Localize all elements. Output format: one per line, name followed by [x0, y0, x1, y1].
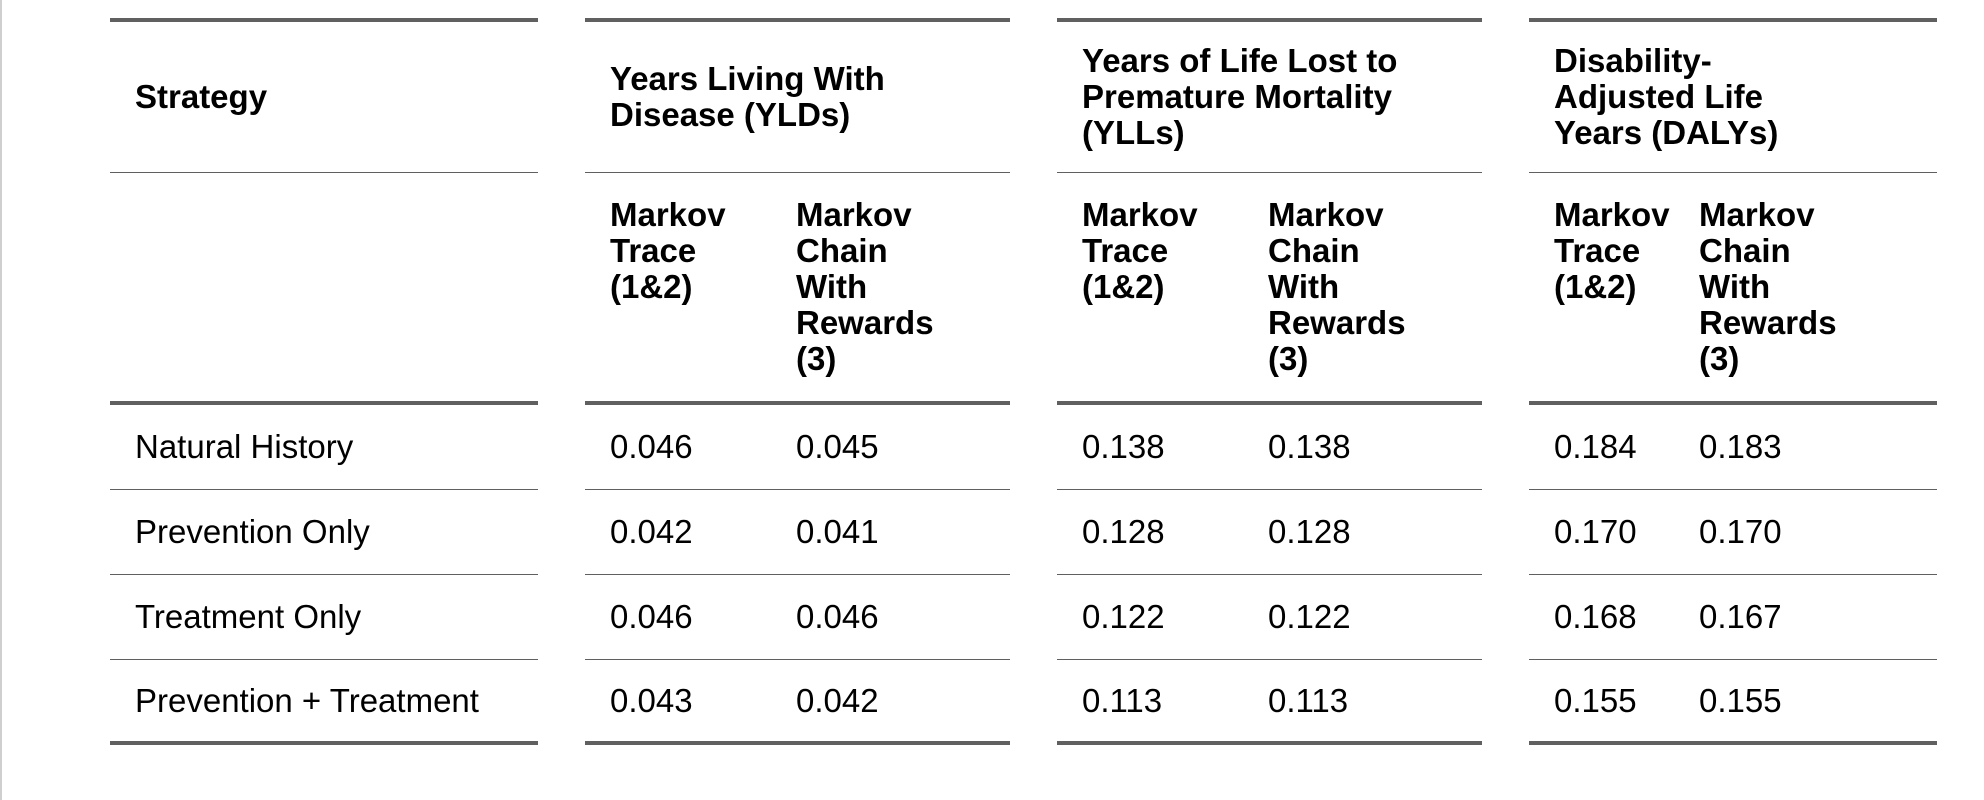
daly-chain-cell: 0.155	[1699, 681, 1782, 719]
subheader-markov-trace: Markov Trace (1&2)	[1082, 196, 1198, 305]
daly-trace-cell: 0.170	[1554, 513, 1637, 550]
table-row: Prevention + Treatment 0.043 0.042 0.113 0…	[110, 660, 1937, 745]
yld-chain-cell: 0.042	[796, 681, 879, 719]
subheader-markov-trace: Markov Trace (1&2)	[610, 196, 726, 305]
yld-trace-cell: 0.046	[610, 598, 693, 635]
daly-chain-cell: 0.167	[1699, 598, 1782, 635]
table-row: Natural History 0.046 0.045 0.138 0.138 0.…	[110, 405, 1937, 490]
yll-trace-cell: 0.122	[1082, 598, 1165, 635]
subheader-markov-chain: Markov Chain With Rewards (3)	[1268, 196, 1406, 377]
subheader-ylls: Markov Trace (1&2) Markov Chain With Rew…	[1057, 173, 1482, 405]
header-row-subcolumns: Markov Trace (1&2) Markov Chain With Rew…	[110, 173, 1937, 405]
table-row: Treatment Only 0.046 0.046 0.122 0.122 0.1…	[110, 575, 1937, 660]
subheader-dalys: Markov Trace (1&2) Markov Chain With Rew…	[1529, 173, 1937, 405]
subheader-markov-chain: Markov Chain With Rewards (3)	[1699, 196, 1837, 377]
strategy-header: Strategy	[110, 18, 538, 173]
yll-trace-cell: 0.113	[1082, 681, 1163, 719]
yll-trace-cell: 0.128	[1082, 513, 1165, 550]
yld-chain-cell: 0.046	[796, 598, 879, 635]
daly-trace-cell: 0.184	[1554, 428, 1637, 465]
subheader-ylds: Markov Trace (1&2) Markov Chain With Rew…	[585, 173, 1010, 405]
group-header-dalys: Disability- Adjusted Life Years (DALYs)	[1529, 18, 1937, 173]
strategy-cell: Treatment Only	[110, 575, 538, 660]
strategy-cell: Natural History	[110, 405, 538, 490]
results-table: Strategy Years Living With Disease (YLDs…	[110, 18, 1937, 745]
table-row: Prevention Only 0.042 0.041 0.128 0.128 0.…	[110, 490, 1937, 575]
daly-trace-cell: 0.168	[1554, 598, 1637, 635]
yld-chain-cell: 0.045	[796, 428, 879, 465]
yld-chain-cell: 0.041	[796, 513, 879, 550]
yld-trace-cell: 0.042	[610, 513, 693, 550]
strategy-cell: Prevention + Treatment	[110, 660, 538, 745]
daly-trace-cell: 0.155	[1554, 681, 1637, 719]
header-row-groups: Strategy Years Living With Disease (YLDs…	[110, 18, 1937, 173]
yll-chain-cell: 0.113	[1268, 681, 1349, 719]
daly-chain-cell: 0.183	[1699, 428, 1782, 465]
yll-chain-cell: 0.128	[1268, 513, 1351, 550]
yld-trace-cell: 0.046	[610, 428, 693, 465]
yll-chain-cell: 0.138	[1268, 428, 1351, 465]
strategy-subheader-empty	[110, 173, 538, 405]
group-header-ylds: Years Living With Disease (YLDs)	[585, 18, 1010, 173]
yll-chain-cell: 0.122	[1268, 598, 1351, 635]
daly-chain-cell: 0.170	[1699, 513, 1782, 550]
subheader-markov-chain: Markov Chain With Rewards (3)	[796, 196, 934, 377]
subheader-markov-trace: Markov Trace (1&2)	[1554, 196, 1670, 305]
yll-trace-cell: 0.138	[1082, 428, 1165, 465]
group-header-ylls: Years of Life Lost to Premature Mortalit…	[1057, 18, 1482, 173]
strategy-cell: Prevention Only	[110, 490, 538, 575]
yld-trace-cell: 0.043	[610, 681, 693, 719]
